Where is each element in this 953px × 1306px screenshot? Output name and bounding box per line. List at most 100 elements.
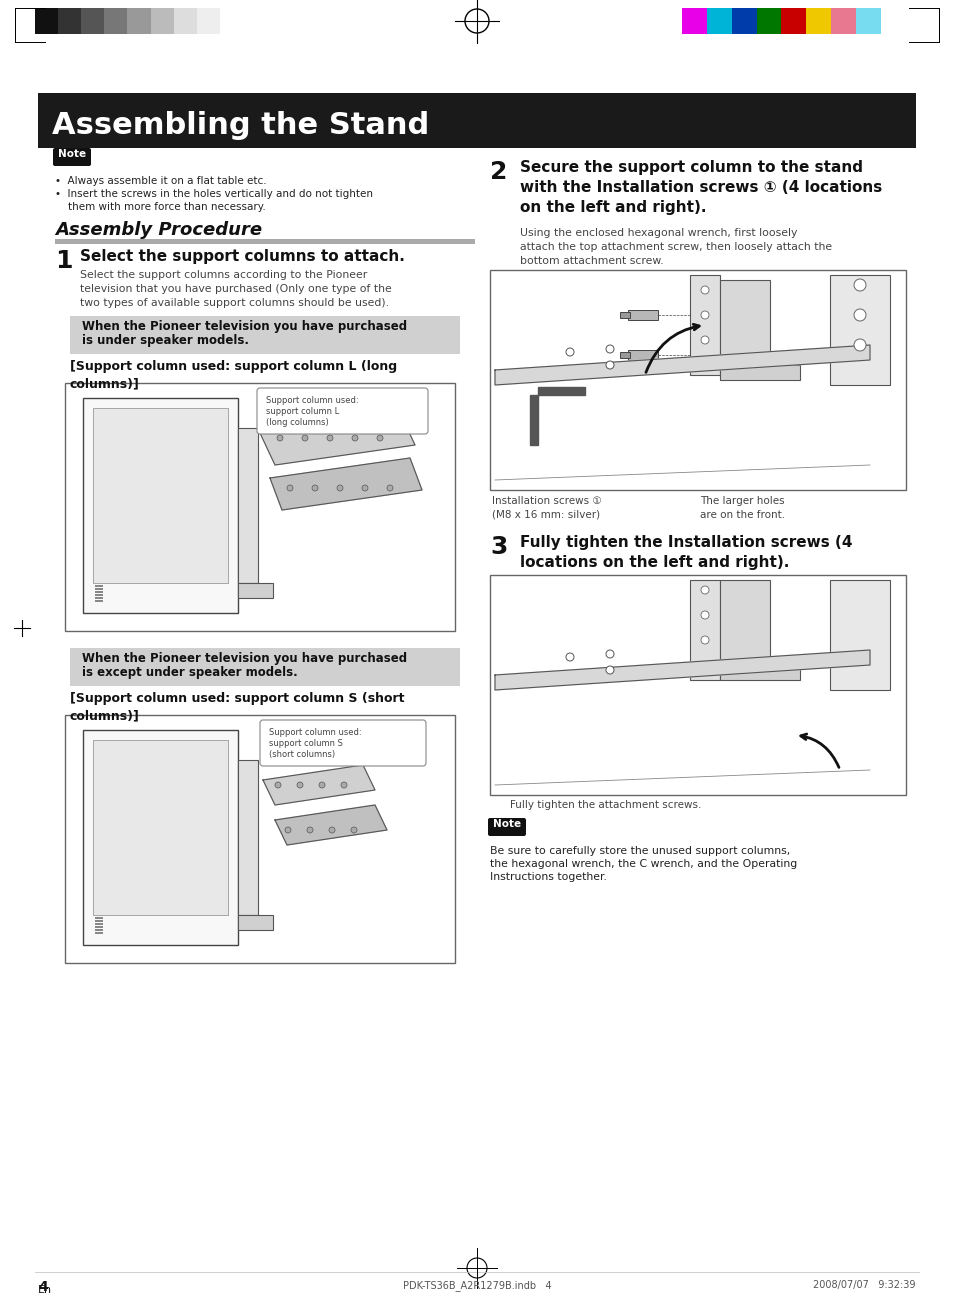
Bar <box>81 8 104 34</box>
Circle shape <box>329 827 335 833</box>
Bar <box>237 916 273 930</box>
Bar <box>720 279 769 370</box>
Circle shape <box>376 435 382 441</box>
Circle shape <box>853 310 865 321</box>
Circle shape <box>352 435 357 441</box>
Circle shape <box>605 345 614 353</box>
Bar <box>619 312 629 317</box>
Text: Using the enclosed hexagonal wrench, first loosely
attach the top attachment scr: Using the enclosed hexagonal wrench, fir… <box>519 229 831 266</box>
Text: Support column used:: Support column used: <box>269 727 361 737</box>
Circle shape <box>340 782 347 788</box>
Bar <box>681 8 706 34</box>
Bar <box>829 580 889 690</box>
Circle shape <box>296 782 303 788</box>
Bar <box>35 8 58 34</box>
Bar <box>829 276 889 385</box>
Circle shape <box>287 485 293 491</box>
Circle shape <box>285 827 291 833</box>
Text: Note: Note <box>493 819 520 829</box>
Bar <box>65 383 455 631</box>
FancyBboxPatch shape <box>53 148 91 166</box>
Bar <box>95 588 103 590</box>
Circle shape <box>605 666 614 674</box>
Bar <box>151 8 173 34</box>
Text: When the Pioneer television you have purchased: When the Pioneer television you have pur… <box>82 652 407 665</box>
Bar <box>237 428 257 582</box>
Text: is under speaker models.: is under speaker models. <box>82 334 249 347</box>
Bar <box>830 8 855 34</box>
Polygon shape <box>270 458 421 511</box>
Bar <box>95 917 103 919</box>
Circle shape <box>605 650 614 658</box>
Circle shape <box>327 435 333 441</box>
Bar <box>720 665 800 680</box>
Text: 2: 2 <box>490 161 507 184</box>
Bar <box>756 8 781 34</box>
Circle shape <box>605 360 614 370</box>
Bar <box>627 310 658 320</box>
Circle shape <box>565 347 574 357</box>
Circle shape <box>853 279 865 291</box>
Text: the hexagonal wrench, the C wrench, and the Operating: the hexagonal wrench, the C wrench, and … <box>490 859 797 868</box>
Circle shape <box>276 435 283 441</box>
Text: 1: 1 <box>55 249 72 273</box>
Text: When the Pioneer television you have purchased: When the Pioneer television you have pur… <box>82 320 407 333</box>
FancyBboxPatch shape <box>256 388 428 434</box>
Bar <box>689 580 720 680</box>
Bar <box>731 8 756 34</box>
Circle shape <box>700 586 708 594</box>
Text: •  Always assemble it on a flat table etc.: • Always assemble it on a flat table etc… <box>55 176 266 185</box>
Bar <box>619 353 629 358</box>
Text: (long columns): (long columns) <box>266 418 329 427</box>
FancyBboxPatch shape <box>488 818 525 836</box>
Bar <box>128 8 151 34</box>
Text: [Support column used: support column S (short
columns)]: [Support column used: support column S (… <box>70 692 404 722</box>
Circle shape <box>700 336 708 343</box>
FancyBboxPatch shape <box>260 720 426 767</box>
Bar <box>720 580 769 670</box>
Bar <box>781 8 805 34</box>
Text: PDK-TS36B_A2R1279B.indb   4: PDK-TS36B_A2R1279B.indb 4 <box>402 1280 551 1290</box>
Bar <box>689 276 720 375</box>
Bar <box>95 932 103 934</box>
Text: Instructions together.: Instructions together. <box>490 872 606 882</box>
Bar <box>95 929 103 931</box>
Bar <box>83 398 237 613</box>
Circle shape <box>318 782 325 788</box>
Bar <box>70 648 459 686</box>
Text: Support column used:: Support column used: <box>266 396 358 405</box>
Bar <box>237 760 257 916</box>
Circle shape <box>387 485 393 491</box>
Text: [Support column used: support column L (long
columns)]: [Support column used: support column L (… <box>70 360 396 390</box>
Bar <box>95 585 103 586</box>
Circle shape <box>307 827 313 833</box>
Bar <box>92 741 228 916</box>
Polygon shape <box>530 387 584 445</box>
Text: Note: Note <box>58 149 86 159</box>
Text: 4: 4 <box>38 1280 48 1294</box>
Bar <box>706 8 731 34</box>
Bar <box>95 594 103 596</box>
Polygon shape <box>263 765 375 804</box>
Polygon shape <box>495 650 869 690</box>
Bar <box>65 714 455 963</box>
Text: Installation screws ①
(M8 x 16 mm: silver): Installation screws ① (M8 x 16 mm: silve… <box>492 496 601 520</box>
Circle shape <box>336 485 343 491</box>
Circle shape <box>274 782 281 788</box>
Circle shape <box>853 340 865 351</box>
Text: Be sure to carefully store the unused support columns,: Be sure to carefully store the unused su… <box>490 846 789 855</box>
Bar <box>720 364 800 380</box>
Bar <box>95 599 103 602</box>
Circle shape <box>565 653 574 661</box>
Circle shape <box>302 435 308 441</box>
Bar <box>95 926 103 929</box>
Bar <box>805 8 830 34</box>
Text: Select the support columns according to the Pioneer
television that you have pur: Select the support columns according to … <box>80 270 392 308</box>
Polygon shape <box>495 345 869 385</box>
Bar <box>196 8 220 34</box>
Text: is except under speaker models.: is except under speaker models. <box>82 666 297 679</box>
Text: Assembly Procedure: Assembly Procedure <box>55 221 262 239</box>
Text: Fully tighten the Installation screws (4
locations on the left and right).: Fully tighten the Installation screws (4… <box>519 535 852 569</box>
Circle shape <box>361 485 368 491</box>
Text: Assembling the Stand: Assembling the Stand <box>52 111 429 140</box>
